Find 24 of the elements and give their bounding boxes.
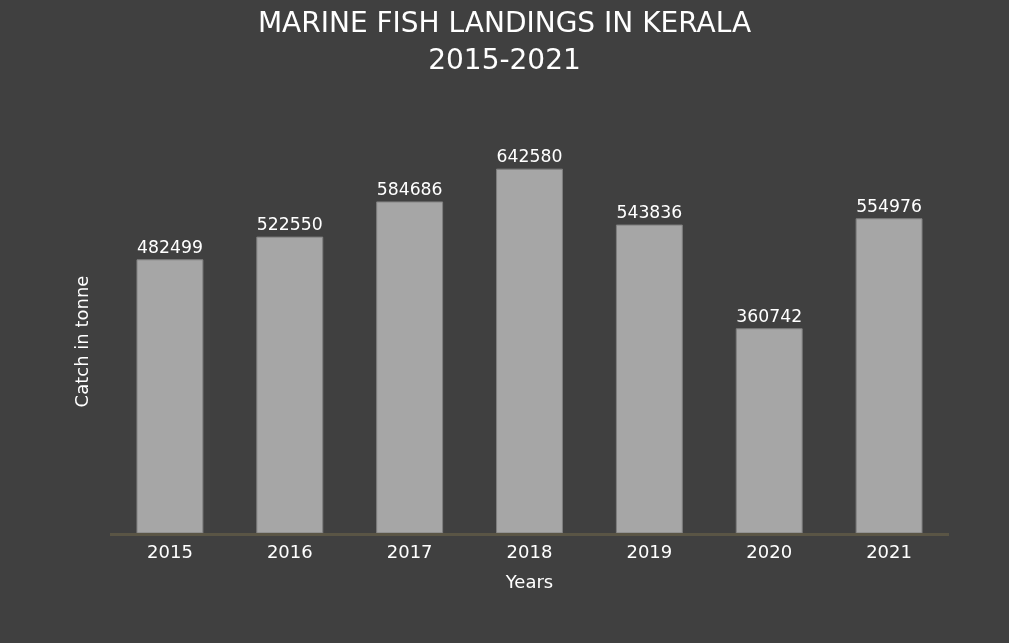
x-tick-label: 2018 (506, 540, 553, 562)
bar (615, 224, 683, 533)
data-label: 584686 (376, 179, 443, 200)
x-tick-label: 2019 (626, 540, 673, 562)
x-tick-label: 2015 (147, 540, 193, 562)
data-label: 522550 (256, 214, 323, 235)
y-axis-title: Catch in tonne (71, 275, 93, 408)
bar (136, 259, 204, 533)
bar (855, 218, 923, 533)
data-label: 360742 (736, 305, 803, 326)
data-label: 554976 (856, 195, 922, 216)
x-tick-label: 2021 (866, 540, 912, 562)
bar (256, 236, 324, 533)
data-label: 642580 (496, 146, 563, 167)
chart-title: MARINE FISH LANDINGS IN KERALA 2015-2021 (257, 6, 752, 76)
x-tick-label: 2017 (386, 540, 433, 562)
bar (376, 201, 444, 533)
x-axis-title: Years (504, 570, 554, 592)
bar (735, 328, 803, 533)
x-tick-label: 2016 (266, 540, 313, 562)
data-label: 543836 (616, 202, 683, 223)
data-label: 482499 (137, 236, 203, 257)
bar (496, 168, 563, 533)
x-tick-label: 2020 (746, 540, 793, 562)
